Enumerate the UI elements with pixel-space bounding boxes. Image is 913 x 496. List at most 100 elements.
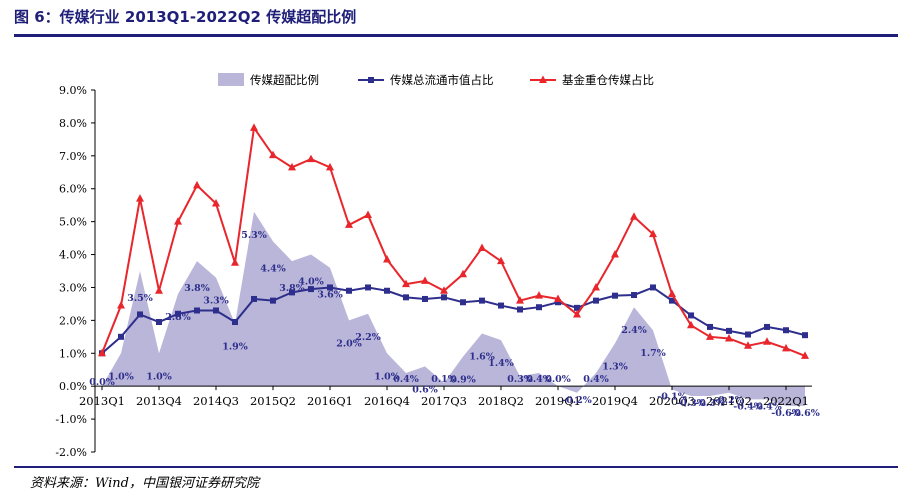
data-label: -0.3% [676, 398, 706, 409]
y-tick-label: -1.0% [55, 413, 87, 426]
data-labels: 0.0%1.0%3.5%1.0%2.8%3.8%3.3%1.9%5.3%4.4%… [89, 230, 820, 419]
market-share-point [289, 289, 295, 296]
legend-marker-market [368, 77, 374, 83]
x-tick-label: 2022Q1 [763, 394, 809, 408]
data-label: 1.0% [108, 371, 134, 382]
market-share-point [213, 307, 219, 314]
x-tick-label: 2015Q2 [250, 394, 296, 408]
data-label: 1.4% [488, 358, 514, 369]
market-share-point [346, 287, 352, 294]
data-label: 1.6% [469, 352, 495, 363]
market-share-point [327, 284, 333, 291]
fund-share-point [136, 194, 144, 202]
data-label: 2.2% [355, 332, 381, 343]
market-share-point [422, 295, 428, 302]
fund-share-point [421, 276, 429, 284]
market-share-point [764, 323, 770, 330]
data-label: 0.0% [89, 377, 115, 388]
market-share-point [118, 333, 124, 340]
bottom-rule [14, 466, 898, 468]
source-note: 资料来源：Wind，中国银河证券研究院 [30, 476, 259, 491]
market-share-point [270, 297, 276, 304]
data-label: 0.4% [583, 374, 609, 385]
fund-share-point [649, 229, 657, 238]
y-tick-label: 7.0% [59, 150, 87, 163]
fund-share-point [573, 309, 581, 318]
data-label: 0.0% [545, 374, 571, 385]
market-share-point [555, 299, 561, 306]
data-label: 0.4% [393, 374, 419, 385]
legend: 传媒超配比例 传媒总流通市值占比 基金重仓传媒占比 [218, 73, 654, 87]
fund-share-point [231, 258, 239, 266]
market-share-point [745, 331, 751, 338]
market-share-point [650, 284, 656, 291]
fund-share-point [269, 150, 277, 159]
x-tick-label: 2018Q2 [478, 394, 524, 408]
data-label: 0.1% [431, 374, 457, 385]
data-label: 0.4% [526, 374, 552, 385]
market-share-point [593, 297, 599, 304]
market-share-point [251, 295, 257, 302]
legend-label-market: 传媒总流通市值占比 [390, 73, 494, 87]
data-label: 1.0% [374, 371, 400, 382]
data-label: -0.6% [771, 408, 801, 419]
fund-share-point [687, 320, 695, 329]
y-tick-label: 9.0% [59, 84, 87, 97]
y-tick-label: 4.0% [59, 249, 87, 262]
market-share-point [441, 294, 447, 301]
x-tick-label: 2019Q4 [592, 394, 638, 408]
market-share-point [175, 310, 181, 317]
line-series-fund-share [101, 125, 806, 357]
fund-share-point [117, 301, 125, 309]
fund-share-point [516, 296, 524, 304]
market-share-point [460, 299, 466, 306]
market-share-point [707, 323, 713, 330]
data-label: 4.4% [260, 263, 286, 274]
data-label: 3.8% [184, 283, 210, 294]
fund-share-point [212, 199, 220, 207]
data-label: -0.1% [657, 391, 687, 402]
data-label: 3.6% [317, 290, 343, 301]
fund-share-point [554, 294, 562, 302]
y-tick-label: 1.0% [59, 347, 87, 360]
fund-share-point [345, 220, 353, 228]
y-tick-label: 5.0% [59, 216, 87, 229]
fund-share-point [801, 351, 809, 359]
axes: 2013Q1 2013Q4 2014Q3 2015Q2 2016Q1 2016Q4 2017… [79, 89, 812, 453]
series-area [102, 211, 805, 406]
fund-share-point [288, 162, 296, 171]
y-tick-label: 0.0% [59, 380, 87, 393]
fund-share-point [763, 337, 771, 345]
fund-share-point [98, 348, 106, 357]
fund-share-point [497, 256, 505, 265]
data-label: 1.7% [640, 348, 666, 359]
fund-share-point [725, 333, 733, 342]
fund-share-point [402, 279, 410, 288]
fund-share-point [706, 332, 714, 340]
fund-share-point [478, 243, 486, 251]
y-tick-label: 3.0% [59, 281, 87, 294]
market-share-point [574, 304, 580, 311]
legend-label-fund: 基金重仓传媒占比 [562, 73, 654, 87]
x-tick-label: 2019Q1 [535, 394, 581, 408]
market-share-point [631, 292, 637, 299]
fund-share-point [440, 286, 448, 294]
x-tick-label: 2013Q4 [136, 394, 182, 408]
x-tick-label: 2020Q3 [649, 394, 695, 408]
market-share-point [669, 297, 675, 304]
x-tick-label: 2016Q1 [307, 394, 353, 408]
data-label: -0.4% [752, 401, 782, 412]
legend-label-area: 传媒超配比例 [250, 73, 319, 87]
fund-share-point [250, 123, 258, 131]
market-share-point [384, 287, 390, 294]
line-series-market-share [101, 286, 806, 355]
data-label: -0.4% [733, 401, 763, 412]
market-share-point [194, 307, 200, 314]
series-lines [98, 123, 809, 359]
fund-share-point [630, 212, 638, 220]
data-label: -0.2% [562, 395, 592, 406]
fund-share-point [592, 282, 600, 291]
fund-share-point [611, 250, 619, 258]
fund-share-point [364, 210, 372, 219]
market-share-point [308, 286, 314, 293]
